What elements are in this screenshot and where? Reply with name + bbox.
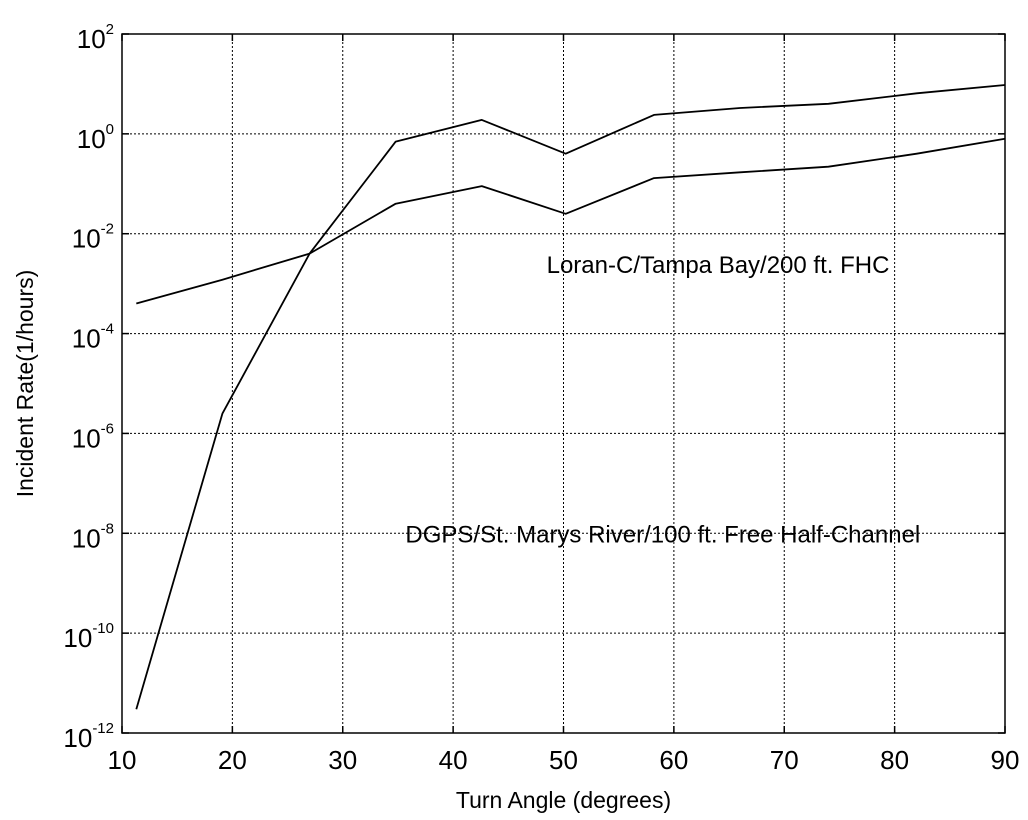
y-tick-base: 10 [77,24,106,54]
y-tick-exponent: -10 [92,620,114,637]
y-tick-label: 10-4 [72,321,114,354]
x-tick-label: 10 [108,745,137,775]
x-tick-label: 80 [880,745,909,775]
y-tick-base: 10 [72,224,101,254]
series-group [135,84,1006,710]
y-tick-label: 100 [77,121,114,154]
y-tick-exponent: -4 [101,321,114,338]
y-tick-label: 10-10 [63,620,114,653]
y-tick-label: 10-12 [63,720,114,753]
y-tick-label: 102 [77,21,114,54]
annotations: Loran-C/Tampa Bay/200 ft. FHC DGPS/St. Ma… [405,252,920,549]
y-tick-exponent: 0 [106,121,114,138]
x-tick-label: 60 [659,745,688,775]
grid [122,34,1005,733]
x-tick-label: 20 [218,745,247,775]
y-tick-exponent: -8 [101,520,114,537]
annotation-label: DGPS/St. Marys River/100 ft. Free Half-C… [405,521,920,548]
y-tick-exponent: 2 [106,21,114,38]
y-tick-base: 10 [72,423,101,453]
x-tick-label: 70 [770,745,799,775]
y-tick-base: 10 [77,124,106,154]
x-tick-label: 90 [991,745,1020,775]
y-tick-exponent: -2 [101,221,114,238]
x-tick-label: 40 [439,745,468,775]
y-tick-label: 10-8 [72,520,114,553]
x-axis-title: Turn Angle (degrees) [456,787,671,813]
series-line-1 [136,137,1006,305]
annotation-label: Loran-C/Tampa Bay/200 ft. FHC [547,252,890,279]
y-tick-base: 10 [72,324,101,354]
y-tick-exponent: -6 [101,420,114,437]
y-tick-label: 10-2 [72,221,114,254]
y-tick-exponent: -12 [92,720,114,737]
y-tick-label: 10-6 [72,420,114,453]
y-tick-base: 10 [63,723,92,753]
axis-ticks: 10 20 30 40 50 60 70 80 9010-1210-1010-810-610-4… [63,21,1019,775]
y-tick-base: 10 [72,523,101,553]
x-tick-label: 50 [549,745,578,775]
series-line-2 [135,84,1006,710]
x-tick-label: 30 [328,745,357,775]
y-axis-title: Incident Rate(1/hours) [12,270,38,498]
y-tick-base: 10 [63,623,92,653]
